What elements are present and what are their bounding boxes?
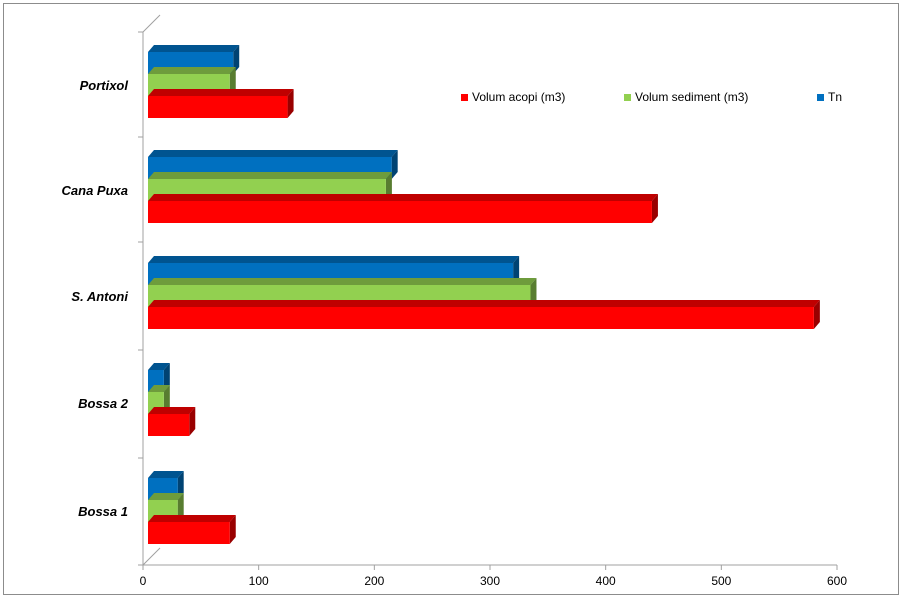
category-label: Cana Puxa (62, 183, 128, 198)
x-tick-label: 0 (140, 574, 147, 588)
legend-swatch (624, 94, 631, 101)
bar-bossa-1-series-0 (148, 515, 236, 544)
depth-line-bottom (142, 547, 161, 566)
x-tick-label: 400 (596, 574, 616, 588)
x-tick-label: 500 (711, 574, 731, 588)
x-tick-label: 100 (249, 574, 269, 588)
category-label: Portixol (80, 78, 129, 93)
bar-s-antoni-series-0 (148, 300, 820, 329)
x-tick-label: 600 (827, 574, 847, 588)
x-tick-labels: 0 100 200 300 400 500 600 (140, 574, 848, 588)
x-tick-label: 300 (480, 574, 500, 588)
legend-item: Tn (817, 90, 842, 104)
category-label: S. Antoni (71, 289, 128, 304)
bar-bossa-2-series-0 (148, 407, 196, 436)
axes (138, 14, 838, 570)
category-label: Bossa 1 (78, 504, 128, 519)
bars (148, 45, 820, 544)
bar-portixol-series-0 (148, 89, 294, 118)
legend-item: Volum sediment (m3) (624, 90, 748, 104)
legend-swatch (817, 94, 824, 101)
legend-item: Volum acopi (m3) (461, 90, 565, 104)
x-tick-label: 200 (364, 574, 384, 588)
legend: Volum acopi (m3) Volum sediment (m3) Tn (461, 90, 842, 104)
category-labels: Bossa 1 Bossa 2 S. Antoni Cana Puxa Portixol (62, 78, 129, 519)
category-label: Bossa 2 (78, 396, 129, 411)
bar-cana-puxa-series-0 (148, 194, 658, 223)
legend-label: Tn (828, 90, 842, 104)
legend-label: Volum sediment (m3) (635, 90, 748, 104)
legend-swatch (461, 94, 468, 101)
legend-label: Volum acopi (m3) (472, 90, 565, 104)
depth-line-top (142, 14, 161, 33)
